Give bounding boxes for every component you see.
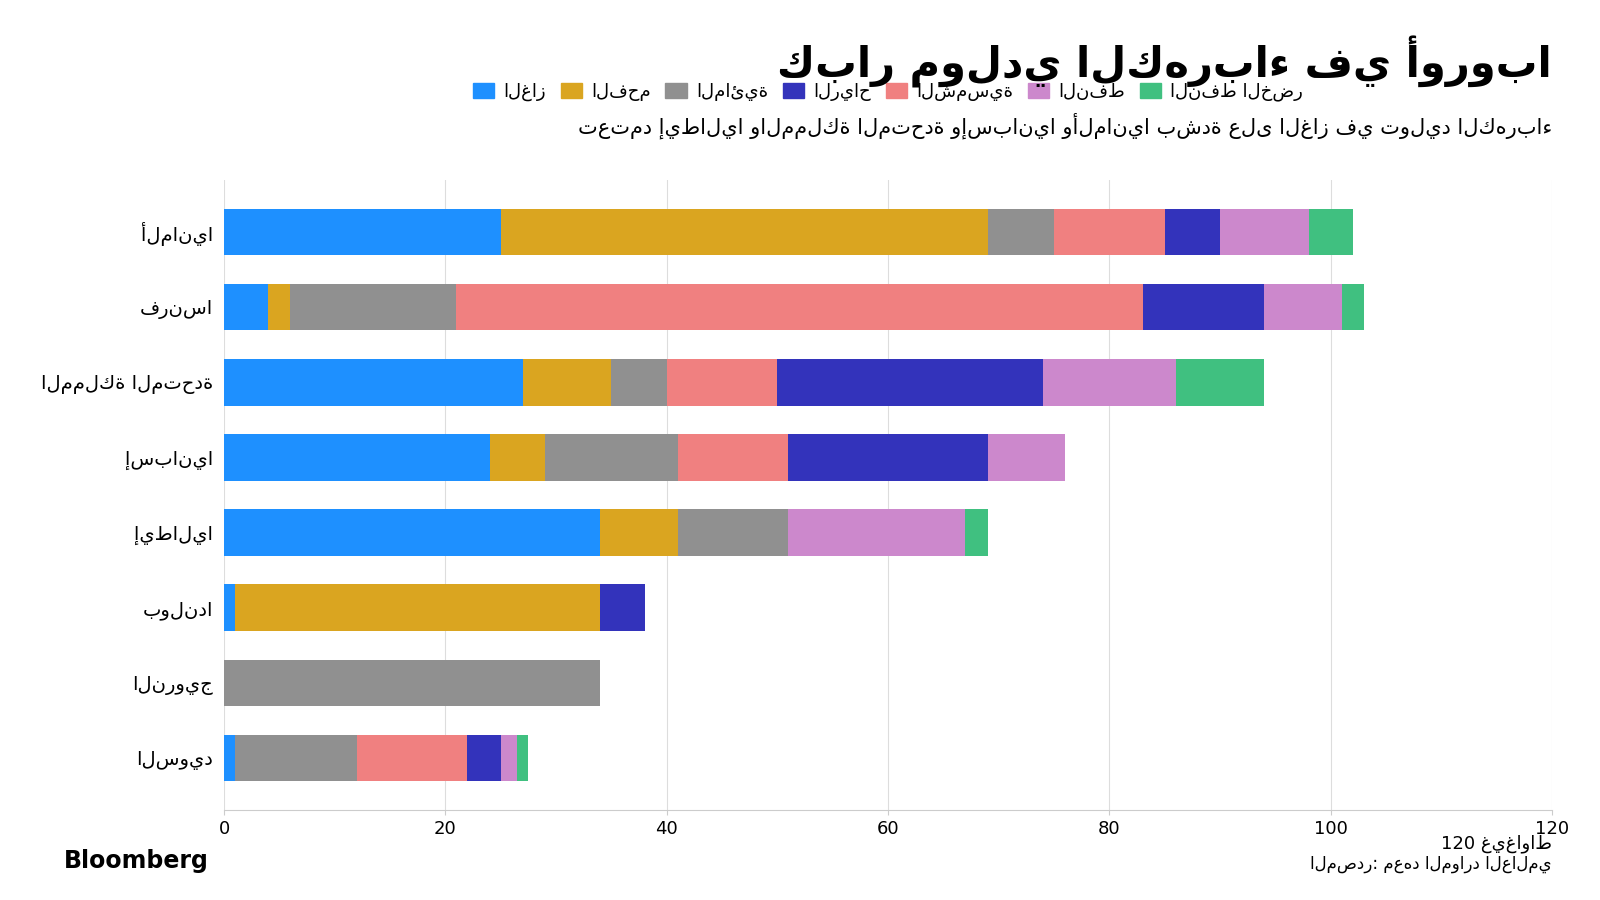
Bar: [224, 434, 490, 481]
Bar: [965, 509, 987, 556]
Bar: [678, 434, 789, 481]
Bar: [517, 734, 528, 781]
Bar: [1142, 284, 1264, 330]
Bar: [224, 660, 600, 706]
Bar: [1264, 284, 1342, 330]
Bar: [600, 584, 645, 631]
Bar: [546, 434, 678, 481]
Bar: [235, 584, 600, 631]
Bar: [678, 509, 789, 556]
Bar: [269, 284, 291, 330]
Bar: [778, 359, 1043, 406]
Bar: [1165, 209, 1221, 256]
Bar: [611, 359, 667, 406]
Bar: [1176, 359, 1264, 406]
Bar: [987, 434, 1066, 481]
Bar: [456, 284, 1142, 330]
Bar: [501, 209, 987, 256]
Bar: [523, 359, 611, 406]
Bar: [1342, 284, 1363, 330]
Bar: [789, 509, 965, 556]
Bar: [490, 434, 546, 481]
Bar: [224, 509, 600, 556]
Bar: [501, 734, 517, 781]
Text: كبار مولدي الكهرباء في أوروبا: كبار مولدي الكهرباء في أوروبا: [778, 36, 1552, 88]
Text: المصدر: معهد الموارد العالمي: المصدر: معهد الموارد العالمي: [1310, 855, 1552, 873]
Bar: [789, 434, 987, 481]
Bar: [1221, 209, 1309, 256]
Bar: [291, 284, 456, 330]
Text: 120 غيغاواط: 120 غيغاواط: [1442, 834, 1552, 853]
Bar: [1043, 359, 1176, 406]
Bar: [1309, 209, 1354, 256]
Bar: [357, 734, 467, 781]
Text: تعتمد إيطاليا والمملكة المتحدة وإسبانيا وألمانيا بشدة على الغاز في توليد الكهربا: تعتمد إيطاليا والمملكة المتحدة وإسبانيا …: [578, 112, 1552, 139]
Bar: [224, 284, 269, 330]
Bar: [667, 359, 778, 406]
Bar: [600, 509, 678, 556]
Bar: [987, 209, 1054, 256]
Bar: [235, 734, 357, 781]
Bar: [467, 734, 501, 781]
Bar: [1054, 209, 1165, 256]
Bar: [224, 734, 235, 781]
Bar: [224, 209, 501, 256]
Bar: [224, 359, 523, 406]
Bar: [224, 584, 235, 631]
Text: Bloomberg: Bloomberg: [64, 849, 210, 873]
Legend: الغاز, الفحم, المائية, الرياح, الشمسية, النفط, النفط الخضر: الغاز, الفحم, المائية, الرياح, الشمسية, …: [466, 76, 1310, 109]
